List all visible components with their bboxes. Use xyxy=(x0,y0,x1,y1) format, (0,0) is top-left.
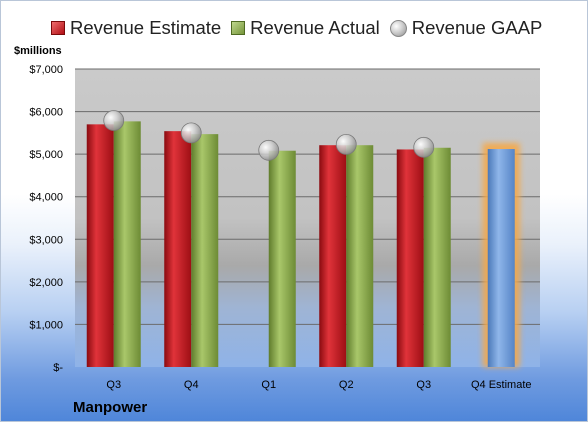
y-tick-label: $2,000 xyxy=(29,277,63,289)
bar-revenue-actual xyxy=(423,147,451,367)
point-revenue-gaap xyxy=(413,136,435,158)
y-tick-label: $7,000 xyxy=(29,64,63,76)
bar-revenue-actual xyxy=(191,134,219,367)
legend-marker-gaap xyxy=(389,19,407,37)
bar-revenue-actual xyxy=(346,145,374,367)
point-revenue-gaap xyxy=(258,139,280,161)
y-axis-unit-label: $millions xyxy=(14,45,62,57)
x-tick-label: Q1 xyxy=(261,379,276,391)
x-axis-ticks: Q3 Q4 Q1 Q2 Q3 Q4 Estimate xyxy=(106,379,531,391)
legend-label-actual: Revenue Actual xyxy=(250,17,380,38)
gaap-markers xyxy=(103,110,435,161)
y-tick-label: $6,000 xyxy=(29,107,63,119)
bars xyxy=(86,121,520,367)
legend: Revenue Estimate Revenue Actual Revenue … xyxy=(51,13,542,43)
bar-revenue-estimate xyxy=(86,124,114,367)
legend-item-estimate: Revenue Estimate xyxy=(51,17,221,39)
bar-revenue-actual xyxy=(268,150,296,367)
y-axis-ticks: $- $1,000 $2,000 $3,000 $4,000 $5,000 $6,000 $7… xyxy=(29,64,63,374)
point-revenue-gaap xyxy=(335,133,357,155)
bar-revenue-estimate xyxy=(319,145,347,367)
company-name: Manpower xyxy=(73,399,148,416)
y-tick-label: $3,000 xyxy=(29,234,63,246)
y-tick-label: $- xyxy=(53,362,63,374)
plot-area xyxy=(75,69,540,367)
legend-label-estimate: Revenue Estimate xyxy=(70,17,222,38)
legend-label-gaap: Revenue GAAP xyxy=(411,17,543,38)
bar-revenue-actual xyxy=(113,121,141,367)
bar-revenue-estimate xyxy=(396,149,424,367)
bar-revenue-forecast xyxy=(487,149,515,367)
legend-item-actual: Revenue Actual xyxy=(231,17,380,39)
y-tick-label: $4,000 xyxy=(29,192,63,204)
gridlines xyxy=(75,68,540,325)
x-tick-label: Q3 xyxy=(106,379,121,391)
x-tick-label: Q3 xyxy=(416,379,431,391)
legend-swatch-actual xyxy=(231,21,246,35)
y-tick-label: $5,000 xyxy=(29,149,63,161)
x-tick-label: Q2 xyxy=(339,379,354,391)
point-revenue-gaap xyxy=(103,110,125,131)
x-tick-label: Q4 Estimate xyxy=(471,379,532,391)
legend-item-gaap: Revenue GAAP xyxy=(389,17,543,39)
x-tick-label: Q4 xyxy=(184,379,199,391)
point-revenue-gaap xyxy=(180,122,202,144)
bar-revenue-estimate xyxy=(164,131,192,367)
y-tick-label: $1,000 xyxy=(29,319,63,331)
legend-swatch-estimate xyxy=(51,21,65,35)
